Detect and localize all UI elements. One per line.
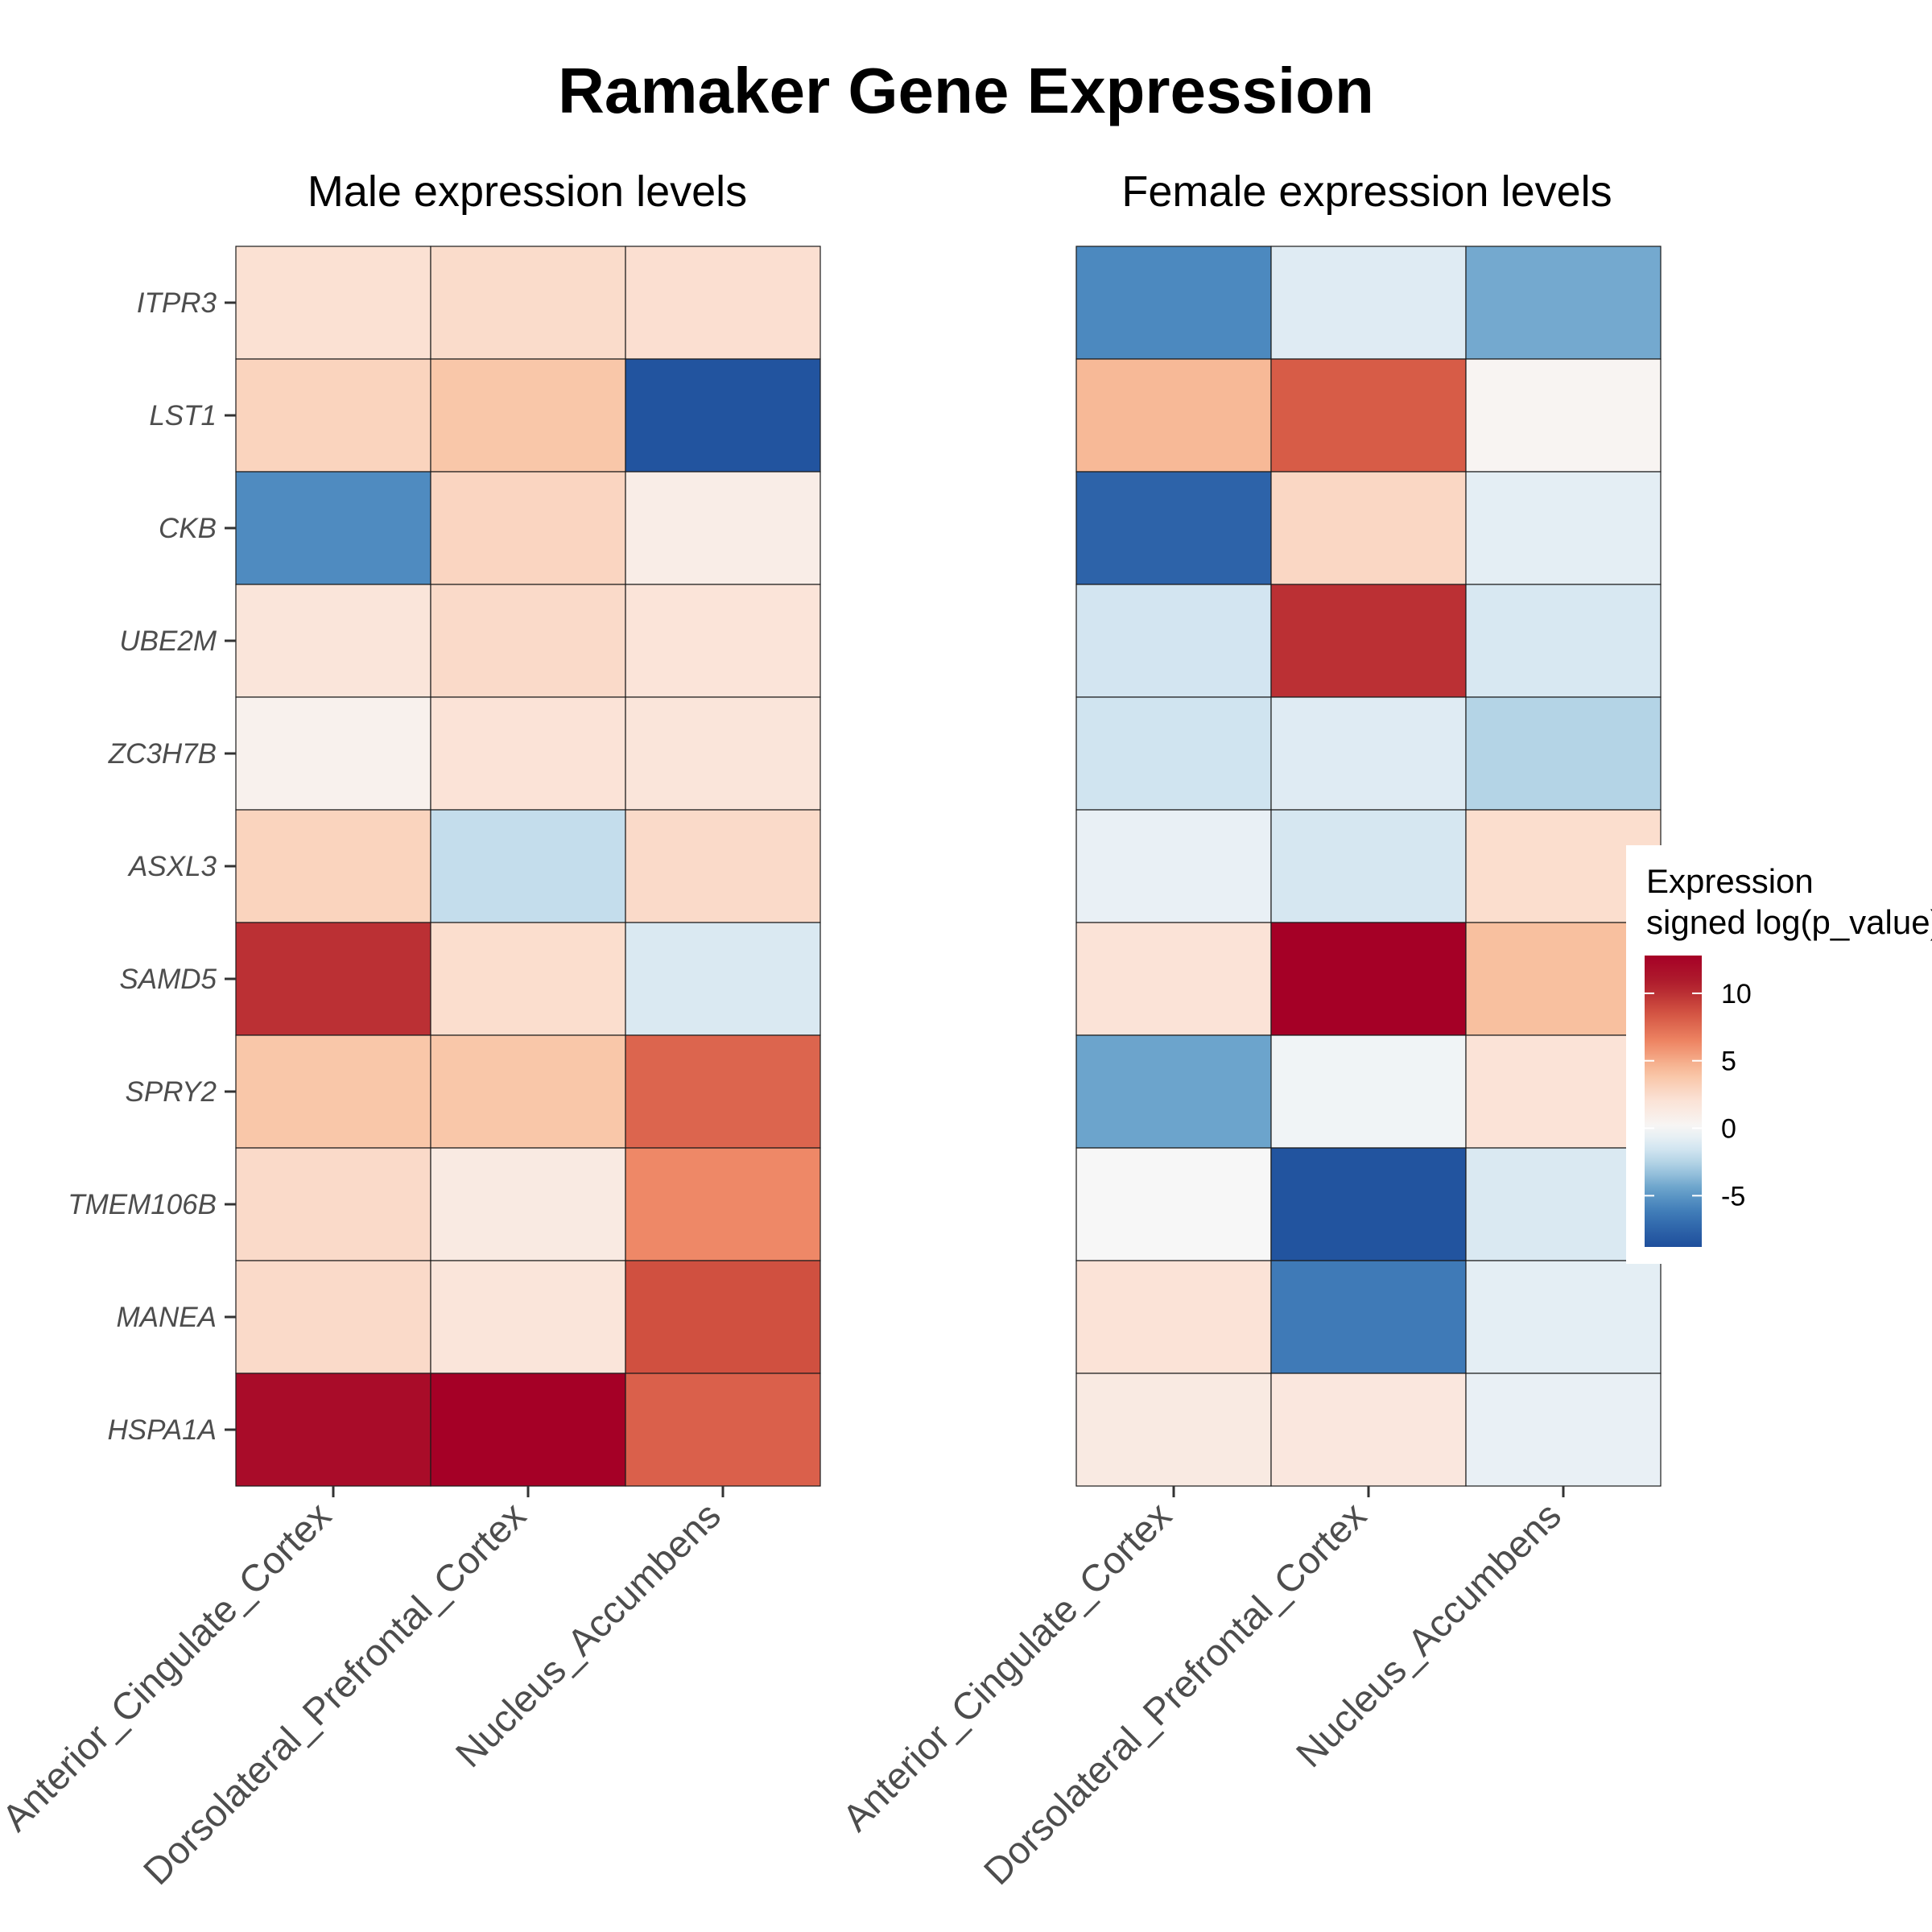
panel-0: Anterior_Cingulate_CortexDorsolateral_Pr…	[0, 246, 821, 1893]
male-panel-title: Male expression levels	[308, 167, 747, 216]
y-tick-label: MANEA	[117, 1302, 217, 1333]
heatmap-cell	[430, 922, 626, 1036]
heatmap-cell	[1075, 1147, 1272, 1261]
heatmap-cell	[1075, 922, 1272, 1036]
heatmap-cell	[235, 471, 431, 585]
heatmap-cell	[625, 809, 821, 923]
heatmap-cell	[1270, 922, 1467, 1036]
heatmap-cell	[625, 584, 821, 698]
heatmap-cell	[1075, 584, 1272, 698]
heatmap-cell	[1075, 1373, 1272, 1487]
heatmap-cell	[235, 358, 431, 473]
y-tick-label: ITPR3	[137, 287, 217, 319]
heatmap-panels: Anterior_Cingulate_CortexDorsolateral_Pr…	[0, 246, 1662, 1893]
heatmap-cell	[430, 471, 626, 585]
heatmap-cell	[1270, 246, 1467, 360]
heatmap-cell	[235, 1260, 431, 1374]
heatmap-cell	[1270, 1034, 1467, 1149]
heatmap-cell	[430, 1034, 626, 1149]
heatmap-cell	[1075, 1260, 1272, 1374]
legend-tick-label: 5	[1721, 1046, 1736, 1077]
heatmap-cell	[235, 246, 431, 360]
panel-1: Anterior_Cingulate_CortexDorsolateral_Pr…	[834, 246, 1662, 1893]
heatmap-cell	[1075, 809, 1272, 923]
heatmap-cell	[1465, 696, 1662, 811]
heatmap-cell	[625, 1034, 821, 1149]
x-tick-label: Dorsolateral_Prefrontal_Cortex	[134, 1494, 534, 1893]
heatmap-cell	[1465, 246, 1662, 360]
heatmap-cell	[1075, 246, 1272, 360]
heatmap-cell	[625, 246, 821, 360]
heatmap-cell	[1270, 584, 1467, 698]
heatmap-cell	[235, 1147, 431, 1261]
heatmap-cell	[430, 358, 626, 473]
heatmap-cell	[625, 1147, 821, 1261]
y-tick-label: SAMD5	[119, 964, 217, 995]
heatmap-cell	[625, 1260, 821, 1374]
x-tick-label: Anterior_Cingulate_Cortex	[834, 1494, 1179, 1839]
y-tick-label: ZC3H7B	[108, 738, 217, 770]
heatmap-cell	[1270, 809, 1467, 923]
heatmap-cell	[1270, 696, 1467, 811]
heatmap-cell	[235, 922, 431, 1036]
legend-colorbar	[1645, 956, 1702, 1247]
legend-tick-label: -5	[1721, 1181, 1745, 1212]
legend-tick-label: 10	[1721, 979, 1752, 1009]
y-tick-label: UBE2M	[119, 625, 217, 657]
heatmap-cell	[625, 471, 821, 585]
y-tick-label: ASXL3	[127, 851, 217, 882]
heatmap-cell	[1465, 584, 1662, 698]
y-tick-label: SPRY2	[126, 1076, 217, 1108]
heatmap-cell	[430, 1260, 626, 1374]
y-tick-label: CKB	[159, 513, 217, 544]
heatmap-cell	[1465, 471, 1662, 585]
y-tick-label: HSPA1A	[107, 1414, 217, 1446]
heatmap-cell	[430, 584, 626, 698]
heatmap-cell	[430, 246, 626, 360]
heatmap-cell	[1465, 358, 1662, 473]
y-tick-label: TMEM106B	[68, 1189, 217, 1220]
legend-title-line1: Expression	[1646, 862, 1814, 900]
heatmap-cell	[1270, 1373, 1467, 1487]
heatmap-cell	[1075, 358, 1272, 473]
y-tick-label: LST1	[149, 400, 217, 431]
heatmap-cell	[1465, 1260, 1662, 1374]
female-panel-title: Female expression levels	[1121, 167, 1612, 216]
x-tick-label: Dorsolateral_Prefrontal_Cortex	[975, 1494, 1374, 1893]
heatmap-cell	[625, 922, 821, 1036]
heatmap-cell	[1270, 358, 1467, 473]
heatmap-cell	[625, 696, 821, 811]
heatmap-cell	[235, 1373, 431, 1487]
x-tick-label: Anterior_Cingulate_Cortex	[0, 1494, 339, 1839]
heatmap-cell	[1270, 1260, 1467, 1374]
heatmap-cell	[1465, 1373, 1662, 1487]
heatmap-cell	[235, 809, 431, 923]
chart-title: Ramaker Gene Expression	[558, 55, 1374, 126]
heatmap-cell	[1075, 696, 1272, 811]
heatmap-cell	[430, 1147, 626, 1261]
heatmap-cell	[1075, 471, 1272, 585]
heatmap-cell	[625, 1373, 821, 1487]
heatmap-cell	[235, 696, 431, 811]
heatmap-cell	[235, 584, 431, 698]
heatmap-cell	[1075, 1034, 1272, 1149]
legend: Expression signed log(p_value) 10 5 0 -5	[1626, 845, 1932, 1264]
heatmap-cell	[430, 696, 626, 811]
legend-tick-label: 0	[1721, 1114, 1736, 1145]
heatmap-cell	[1270, 1147, 1467, 1261]
heatmap-cell	[625, 358, 821, 473]
heatmap-cell	[430, 809, 626, 923]
legend-title-line2: signed log(p_value)	[1646, 903, 1932, 941]
heatmap-cell	[1270, 471, 1467, 585]
heatmap-cell	[235, 1034, 431, 1149]
heatmap-cell	[430, 1373, 626, 1487]
